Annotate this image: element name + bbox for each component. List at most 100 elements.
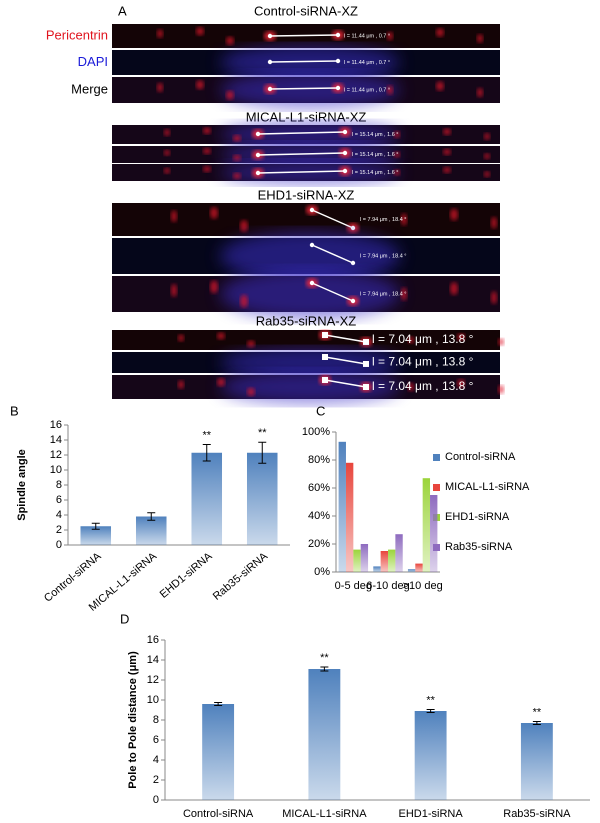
measure-point	[350, 298, 356, 304]
group-title: MICAL-L1-siRNA-XZ	[246, 109, 367, 124]
error-bar	[202, 444, 211, 462]
x-tick-label: >10 deg	[403, 580, 443, 592]
y-tick-label: 100%	[302, 426, 330, 438]
y-tick-label: 0	[153, 794, 159, 806]
legend-label: Rab35-siRNA	[445, 541, 513, 553]
measure-point	[335, 58, 341, 64]
measure-line	[311, 244, 354, 264]
measurement: l = 7.94 μm , 18.4 °	[360, 291, 407, 297]
pericentrin-signal	[217, 377, 225, 387]
y-tick-label: 8	[56, 479, 62, 491]
significance: **	[533, 706, 542, 718]
dapi-signal	[220, 45, 400, 80]
error-bar	[91, 522, 100, 530]
measure-line	[257, 131, 346, 135]
measure-point	[322, 354, 328, 360]
measure-point	[342, 150, 348, 156]
measure-line	[324, 356, 367, 365]
x-tick-label: Rab35-siRNA	[211, 550, 271, 603]
pericentrin-signal	[240, 220, 248, 233]
measure-point	[309, 242, 315, 248]
measure-line	[324, 334, 367, 343]
y-tick-label: 14	[50, 434, 62, 446]
pericentrin-signal	[443, 148, 451, 156]
measure-line	[269, 60, 339, 63]
y-tick-label: 10	[147, 694, 159, 706]
y-tick-label: 14	[147, 654, 159, 666]
y-tick-label: 4	[153, 754, 159, 766]
y-axis-label: Spindle angle	[16, 449, 28, 521]
measure-point	[267, 33, 273, 39]
pericentrin-signal	[164, 149, 170, 156]
pericentrin-signal	[394, 131, 400, 138]
bar	[388, 549, 396, 572]
bar	[395, 534, 403, 572]
bar	[430, 495, 438, 572]
y-tick-label: 0	[56, 539, 62, 551]
dapi-signal	[220, 347, 400, 378]
bar	[415, 563, 423, 572]
measure-line	[269, 34, 339, 37]
pericentrin-signal	[436, 81, 444, 91]
dapi-signal	[220, 268, 400, 320]
y-tick-label: 12	[50, 449, 62, 461]
x-tick-label: Control-siRNA	[42, 550, 104, 605]
measurement: l = 7.04 μm , 13.8 °	[372, 379, 474, 393]
x-tick-label: EHD1-siRNA	[158, 550, 215, 601]
pericentrin-signal	[196, 26, 204, 36]
pericentrin-signal	[408, 336, 414, 344]
significance: **	[426, 694, 435, 706]
legend-label: MICAL-L1-siRNA	[445, 481, 530, 493]
pericentrin-signal	[387, 85, 393, 95]
measure-line	[269, 87, 339, 90]
measure-point	[350, 260, 356, 266]
measure-point	[322, 377, 328, 383]
pericentrin-signal	[210, 280, 218, 294]
bar	[380, 551, 388, 572]
pericentrin-signal	[171, 210, 177, 223]
pericentrin-signal	[484, 153, 490, 160]
measurement: l = 11.44 μm , 0.7 °	[344, 87, 390, 93]
measurement: l = 15.14 μm , 1.6 °	[352, 152, 399, 158]
measure-point	[322, 332, 328, 338]
significance: **	[258, 427, 267, 439]
row-label: Merge	[71, 81, 108, 96]
measure-point	[309, 280, 315, 286]
legend-swatch	[433, 454, 440, 461]
pericentrin-signal	[401, 213, 407, 226]
pericentrin-signal	[157, 82, 163, 93]
measurement: l = 11.44 μm , 0.7 °	[344, 33, 390, 39]
pericentrin-signal	[233, 154, 241, 161]
pericentrin-signal	[477, 34, 483, 43]
bar	[202, 704, 235, 800]
bar	[422, 478, 431, 572]
error-bar	[214, 702, 223, 706]
bar	[520, 723, 553, 800]
pericentrin-signal	[247, 340, 255, 348]
row-label: DAPI	[78, 54, 108, 69]
measure-point	[342, 168, 348, 174]
error-bar	[258, 441, 267, 464]
pericentrin-signal	[171, 283, 177, 297]
y-tick-label: 8	[153, 714, 159, 726]
measurement: l = 11.44 μm , 0.7 °	[344, 60, 390, 66]
y-tick-label: 2	[56, 524, 62, 536]
y-tick-label: 16	[147, 634, 159, 646]
measure-point	[255, 152, 261, 158]
pericentrin-signal	[226, 90, 234, 100]
bar	[353, 549, 361, 572]
pericentrin-signal	[394, 169, 400, 176]
dapi-signal	[220, 230, 400, 282]
error-bar	[426, 709, 435, 713]
measurement: l = 7.94 μm , 18.4 °	[360, 253, 407, 259]
pericentrin-signal	[436, 28, 444, 37]
bar	[80, 526, 112, 545]
x-tick-label: MICAL-L1-siRNA	[282, 808, 367, 820]
y-tick-label: 12	[147, 674, 159, 686]
pericentrin-signal	[498, 338, 504, 346]
group-title: EHD1-siRNA-XZ	[258, 187, 355, 202]
pericentrin-signal	[233, 172, 241, 179]
pericentrin-signal	[457, 379, 465, 388]
panel-label: D	[120, 611, 129, 626]
x-tick-label: Rab35-siRNA	[503, 808, 571, 820]
